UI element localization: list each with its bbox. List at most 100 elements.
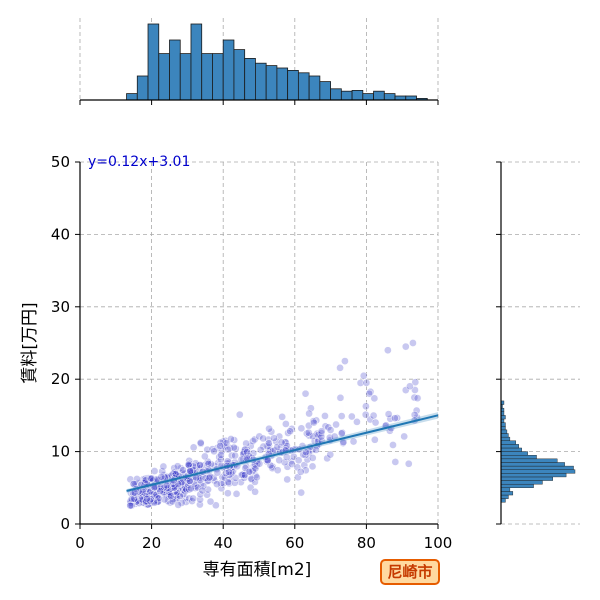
scatter-point — [312, 416, 321, 425]
scatter-point — [301, 389, 310, 398]
scatter-point — [297, 424, 306, 433]
x-tick-label: 0 — [75, 534, 85, 552]
scatter-point — [301, 451, 310, 459]
scatter-point — [250, 435, 259, 444]
scatter-point — [264, 439, 273, 448]
y-tick-label: 10 — [51, 443, 70, 461]
y-histogram-bar — [500, 422, 506, 427]
scatter-point — [184, 460, 193, 469]
scatter-point — [235, 410, 244, 419]
scatter-points — [126, 339, 422, 510]
scatter-point — [294, 456, 303, 465]
scatter-point — [252, 473, 261, 482]
scatter-point — [201, 452, 209, 461]
scatter-point — [216, 455, 225, 464]
scatter-point — [224, 468, 233, 476]
scatter-point — [238, 470, 247, 479]
scatter-point — [336, 393, 345, 402]
scatter-point — [324, 423, 333, 432]
scatter-point — [278, 413, 287, 421]
scatter-point — [308, 462, 317, 471]
scatter-point — [370, 394, 379, 403]
scatter-point — [232, 490, 241, 498]
x-histogram-bar — [136, 75, 149, 101]
regression-equation: y=0.12x+3.01 — [88, 154, 190, 170]
y-histogram-bar — [500, 480, 543, 485]
x-histogram-bar — [158, 53, 170, 101]
scatter-point — [296, 467, 305, 476]
scatter-point — [206, 472, 215, 481]
regression-line — [126, 414, 439, 492]
scatter-point — [341, 357, 349, 365]
scatter-point — [154, 494, 163, 503]
scatter-point — [212, 501, 220, 510]
scatter-point — [297, 488, 306, 497]
scatter-point — [338, 428, 347, 437]
scatter-point — [410, 410, 419, 419]
scatter-point — [413, 394, 422, 403]
scatter-point — [171, 469, 180, 478]
x-axis-title: 専有面積[m2] — [203, 560, 312, 580]
scatter-point — [393, 414, 402, 422]
y-histogram-bar — [500, 415, 506, 420]
scatter-point — [273, 466, 282, 475]
y-histogram-bar — [500, 465, 574, 470]
scatter-point — [174, 501, 183, 509]
scatter-point — [242, 439, 250, 448]
scatter-point — [193, 483, 202, 492]
y-histogram-bar — [500, 491, 514, 496]
scatter-point — [167, 492, 175, 500]
scatter-point — [337, 412, 346, 420]
scatter-point — [305, 409, 313, 418]
scatter-point — [210, 447, 218, 456]
y-histogram-bar — [500, 458, 558, 463]
scatter-point — [326, 426, 335, 434]
scatter-point — [401, 342, 410, 351]
y-histogram-bar — [500, 455, 537, 460]
scatter-point — [182, 485, 191, 494]
scatter-point — [230, 443, 238, 452]
x-histogram-bar — [147, 23, 160, 101]
x-histogram-bar — [255, 62, 267, 101]
scatter-point — [197, 480, 205, 489]
scatter-point — [146, 474, 155, 483]
x-histogram-bar — [297, 72, 310, 101]
scatter-point — [256, 445, 265, 454]
x-histogram-bar — [362, 93, 374, 101]
x-tick-label: 100 — [424, 534, 453, 552]
scatter-point — [337, 429, 346, 438]
scatter-point — [225, 471, 234, 479]
scatter-point — [230, 478, 239, 487]
scatter-point — [224, 445, 233, 454]
x-histogram-bar — [383, 93, 396, 101]
x-histogram-bar — [169, 39, 181, 101]
scatter-point — [223, 489, 232, 498]
scatter-point — [362, 402, 370, 411]
x-histogram-bar — [319, 81, 331, 101]
scatter-point — [301, 466, 310, 475]
scatter-point — [126, 501, 135, 510]
scatter-point — [216, 442, 224, 450]
scatter-point — [225, 479, 233, 488]
scatter-point — [255, 459, 264, 468]
scatter-point — [145, 496, 154, 505]
y-tick-label: 30 — [51, 298, 70, 316]
scatter-point — [243, 448, 251, 456]
scatter-point — [249, 449, 258, 458]
scatter-point — [230, 436, 238, 444]
scatter-point — [304, 428, 313, 437]
x-tick-label: 40 — [214, 534, 233, 552]
x-histogram-bar — [212, 53, 224, 101]
scatter-point — [287, 457, 295, 466]
x-histogram-bar — [287, 70, 299, 101]
y-histogram-bar — [500, 487, 511, 492]
scatter-point — [365, 389, 374, 398]
scatter-point — [217, 479, 225, 488]
y-histogram-bar — [500, 469, 576, 474]
scatter-point — [283, 462, 292, 471]
y-histogram-bar — [500, 451, 528, 456]
y-histogram-bar — [500, 483, 534, 488]
scatter-point — [198, 486, 207, 495]
scatter-point — [384, 410, 393, 418]
y-axis-title: 賃料[万円] — [20, 302, 40, 383]
